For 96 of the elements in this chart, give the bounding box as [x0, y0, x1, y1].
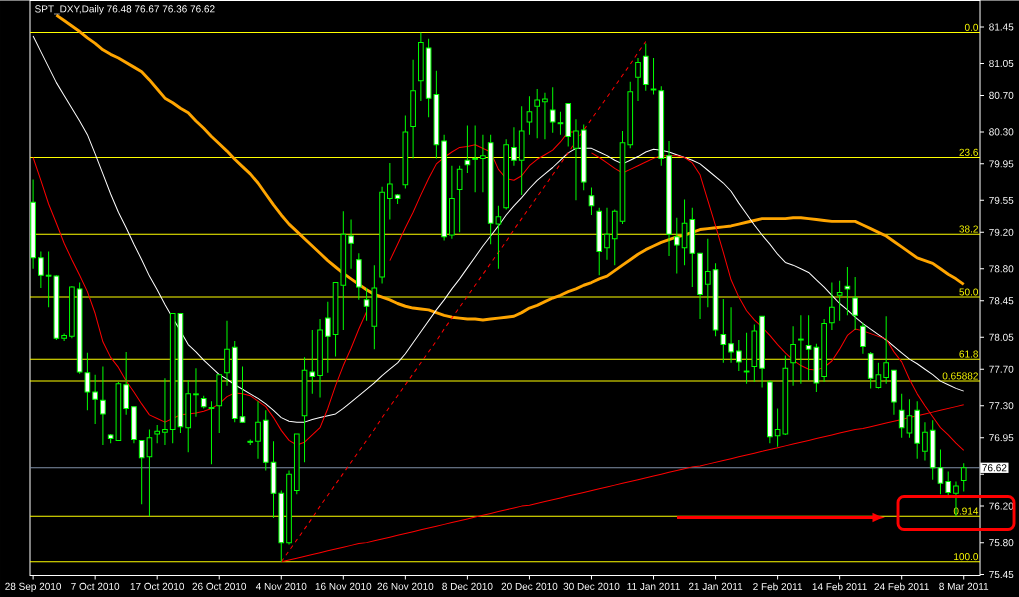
candlestick [836, 279, 843, 322]
candlestick [441, 133, 447, 241]
x-tick-label: 28 Sep 2010 [5, 582, 62, 592]
y-tick-label: 80.70 [989, 91, 1014, 99]
candlestick [480, 133, 486, 193]
candlestick [464, 124, 471, 174]
candlestick [185, 379, 192, 453]
candlestick [410, 59, 416, 159]
candlestick [573, 118, 579, 201]
candlestick [356, 252, 362, 301]
x-tick-label: 8 Mar 2011 [939, 582, 989, 590]
candlestick [611, 208, 618, 266]
x-tick-label: 26 Oct 2010 [192, 582, 247, 590]
y-tick-label: 79.55 [989, 196, 1014, 204]
x-tick-label: 20 Dec 2010 [501, 582, 558, 590]
candlestick [534, 88, 541, 139]
y-tick-label: 75.80 [989, 538, 1014, 546]
candlestick [720, 298, 727, 364]
annotation: 61.8 [959, 350, 978, 358]
candlestick [324, 300, 331, 374]
candlestick [162, 377, 168, 446]
x-tick-label: 17 Oct 2010 [130, 582, 185, 590]
candlestick [348, 218, 354, 270]
y-tick-label: 80.30 [989, 128, 1014, 136]
candlestick [387, 162, 393, 220]
candlestick [673, 216, 680, 274]
y-tick-label: 81.45 [989, 23, 1014, 31]
candlestick [92, 373, 98, 425]
x-tick-label: 8 Dec 2010 [442, 582, 493, 590]
x-tick-label: 21 Jan 2011 [688, 582, 743, 590]
candlestick [844, 266, 851, 316]
x-tick-label: 11 Jan 2011 [627, 582, 680, 590]
candlestick [666, 140, 672, 257]
candlestick [922, 421, 928, 461]
candlestick [642, 42, 649, 92]
candlestick [286, 469, 292, 545]
candlestick [728, 306, 734, 364]
candlestick [208, 400, 215, 465]
candlestick [224, 320, 230, 386]
y-tick-label: 77.70 [989, 365, 1014, 373]
y-tick-label: 77.30 [989, 401, 1014, 410]
candlestick [193, 367, 199, 417]
candlestick [914, 400, 921, 459]
y-tick-label: 81.05 [989, 59, 1014, 67]
y-tick-label: 78.45 [989, 296, 1014, 305]
candlestick [704, 237, 711, 308]
x-tick-label: 14 Feb 2011 [812, 582, 867, 590]
x-tick-label: 30 Dec 2010 [563, 582, 620, 590]
candlestick [604, 206, 610, 260]
candlestick [449, 164, 455, 239]
candlestick [379, 185, 385, 284]
ref-line-label: 76.62 [982, 464, 1007, 472]
candlestick [852, 276, 858, 331]
y-tick-label: 76.20 [989, 502, 1014, 510]
candlestick [418, 31, 424, 102]
annotation: 0.0 [964, 23, 979, 31]
annotation: 23.6 [959, 148, 978, 156]
y-tick-label: 76.95 [989, 433, 1014, 441]
annotation: 38.2 [959, 225, 978, 233]
x-tick-label: 26 Nov 2010 [377, 582, 434, 590]
candlestick [123, 351, 129, 416]
candlestick [472, 124, 478, 193]
candlestick [790, 325, 796, 386]
y-tick-label: 75.45 [989, 570, 1014, 578]
y-tick-label: 78.80 [989, 265, 1014, 273]
candlestick [821, 318, 827, 383]
candlestick [883, 315, 889, 385]
candlestick [542, 91, 548, 140]
candlestick [635, 57, 641, 102]
candlestick [518, 105, 525, 196]
annotation: 50.0 [959, 288, 979, 296]
candlestick [798, 314, 804, 385]
candlestick [61, 332, 67, 342]
candlestick [317, 318, 323, 398]
candlestick [38, 250, 44, 289]
x-tick-label: 7 Oct 2010 [71, 582, 120, 590]
candlestick [526, 95, 533, 135]
candlestick [255, 400, 261, 459]
x-tick-label: 16 Nov 2010 [315, 582, 372, 590]
chart-title: SPT_DXY,Daily 76.48 76.67 76.36 76.62 [35, 4, 215, 15]
y-tick-label: 78.05 [989, 333, 1014, 341]
candlestick [743, 331, 750, 385]
x-tick-label: 4 Nov 2010 [255, 582, 307, 590]
x-tick-label: 2 Feb 2011 [753, 582, 803, 590]
y-tick-label: 79.95 [989, 160, 1014, 168]
candlestick [511, 126, 517, 166]
x-tick-label: 24 Feb 2011 [874, 582, 929, 590]
candlestick [262, 409, 269, 471]
annotation: 0.65882 [942, 372, 978, 380]
y-tick-label: 79.20 [989, 228, 1014, 236]
candlestick [829, 281, 835, 331]
annotation: 100.0 [954, 552, 979, 560]
annotation: 0.914 [953, 507, 979, 515]
candlestick [100, 365, 106, 446]
candlestick [751, 323, 758, 383]
candlestick [860, 321, 866, 354]
